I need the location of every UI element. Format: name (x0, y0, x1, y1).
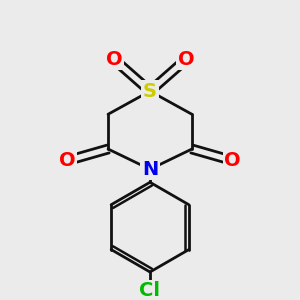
Text: S: S (143, 82, 157, 100)
Text: O: O (106, 50, 122, 69)
Text: N: N (142, 160, 158, 179)
Text: O: O (59, 151, 76, 170)
Text: O: O (178, 50, 194, 69)
Text: O: O (224, 151, 241, 170)
Text: Cl: Cl (140, 281, 160, 300)
